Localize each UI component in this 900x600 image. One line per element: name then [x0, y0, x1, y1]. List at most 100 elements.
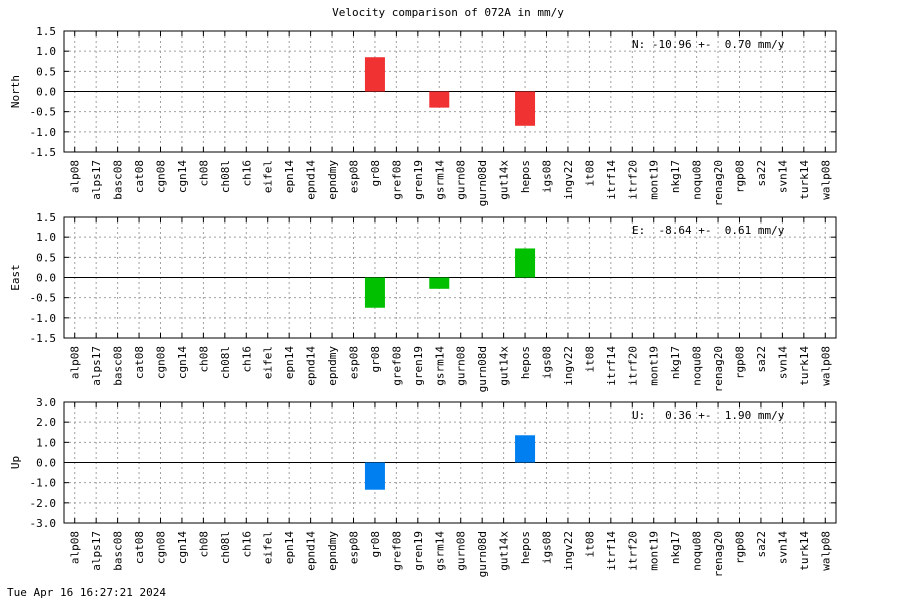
x-tick-label: gut14x — [498, 160, 511, 200]
x-tick-label: ch08l — [219, 346, 232, 379]
bar-hepos — [515, 248, 536, 278]
plot-frame — [63, 30, 837, 153]
stats-annotation: N: -10.96 +- 0.70 mm/y — [632, 38, 785, 51]
x-tick-label: cat08 — [133, 160, 146, 193]
x-tick-label: gurn08d — [476, 531, 489, 577]
x-tick-label: gut14x — [498, 346, 511, 386]
x-tick-label: epnd14 — [305, 160, 318, 200]
x-tick-label: walp08 — [819, 160, 832, 200]
panel-up: 3.0 2.0 1.0 0.0 -1.0 -2.0 -3.0 alp08 alps17 basc0… — [9, 396, 837, 577]
x-tick-label: gren19 — [412, 160, 425, 200]
x-tick-label: epnd14 — [305, 346, 318, 386]
bar-gsrm14 — [429, 277, 450, 289]
x-tick-label: sa22 — [755, 160, 768, 187]
x-tick-label: ch08l — [219, 160, 232, 193]
x-tick-label: renag20 — [712, 160, 725, 206]
bar-hepos — [515, 435, 536, 463]
x-tick-label: mont19 — [648, 160, 661, 200]
x-tick-label: ch08l — [219, 531, 232, 564]
x-tick-label: esp08 — [348, 346, 361, 379]
x-tick-label: it08 — [583, 346, 596, 373]
x-tick-label: epn14 — [283, 160, 296, 193]
x-tick-label: mont19 — [648, 346, 661, 386]
x-tick-label: noqu08 — [691, 346, 704, 386]
chart-title: Velocity comparison of 072A in mm/y — [332, 6, 564, 19]
x-tick-label: rgp08 — [734, 346, 747, 379]
x-tick-label: eifel — [262, 346, 275, 379]
x-tick-label: ch08 — [197, 160, 210, 187]
x-tick-label: rgp08 — [734, 531, 747, 564]
x-tick-label: gren19 — [412, 531, 425, 571]
x-tick-label: gurn08 — [455, 531, 468, 571]
x-tick-label: epnd14 — [305, 531, 318, 571]
x-tick-label: ingv22 — [562, 531, 575, 571]
x-tick-label: alps17 — [90, 346, 103, 386]
x-tick-label: sa22 — [755, 531, 768, 558]
x-tick-label: gsrm14 — [433, 531, 446, 571]
x-tick-label: mont19 — [648, 531, 661, 571]
x-tick-label: sa22 — [755, 346, 768, 373]
x-tick-label: epn14 — [283, 346, 296, 379]
x-tick-label: gr08 — [369, 160, 382, 187]
x-tick-label: gurn08d — [476, 346, 489, 392]
y-tick-label: 1.0 — [36, 231, 56, 244]
x-tick-label: ch08 — [197, 531, 210, 558]
x-tick-label: gurn08 — [455, 160, 468, 200]
y-tick-label: -2.0 — [30, 497, 57, 510]
x-tick-label: eifel — [262, 160, 275, 193]
x-tick-label: alp08 — [69, 531, 82, 564]
x-tick-label: gsrm14 — [433, 160, 446, 200]
x-tick-label: nkg17 — [669, 531, 682, 564]
plot-frame — [63, 216, 837, 339]
x-tick-label: itrf20 — [626, 160, 639, 200]
x-tick-label: turk14 — [798, 160, 811, 200]
bar-gr08 — [364, 57, 385, 92]
x-tick-label: epndmy — [326, 160, 339, 200]
x-tick-label: rgp08 — [734, 160, 747, 193]
y-axis-label: East — [9, 264, 22, 291]
y-tick-label: 0.0 — [36, 272, 56, 285]
y-tick-label: 1.5 — [36, 25, 56, 38]
y-tick-label: -3.0 — [30, 517, 57, 530]
x-tick-label: epn14 — [283, 531, 296, 564]
x-tick-label: gr08 — [369, 346, 382, 373]
bar-hepos — [515, 91, 536, 126]
bar-gr08 — [364, 462, 385, 490]
x-tick-label: gurn08d — [476, 160, 489, 206]
x-tick-label: gren19 — [412, 346, 425, 386]
x-tick-label: cgn14 — [176, 346, 189, 379]
bar-gr08 — [364, 277, 385, 308]
y-tick-label: -0.5 — [30, 106, 57, 119]
x-tick-label: hepos — [519, 160, 532, 193]
x-tick-label: basc08 — [112, 346, 125, 386]
x-tick-label: cgn14 — [176, 531, 189, 564]
plot-frame — [63, 401, 837, 524]
x-tick-label: it08 — [583, 160, 596, 187]
x-tick-label: itrf14 — [605, 160, 618, 200]
x-tick-label: alp08 — [69, 160, 82, 193]
x-tick-label: nkg17 — [669, 346, 682, 379]
y-axis-label: North — [9, 75, 22, 108]
x-tick-label: cgn08 — [155, 160, 168, 193]
x-tick-label: esp08 — [348, 160, 361, 193]
x-tick-label: epndmy — [326, 531, 339, 571]
x-tick-label: noqu08 — [691, 160, 704, 200]
x-tick-label: it08 — [583, 531, 596, 558]
x-tick-label: svn14 — [776, 531, 789, 564]
y-tick-label: 1.0 — [36, 45, 56, 58]
x-tick-label: gref08 — [390, 531, 403, 571]
x-tick-label: cgn08 — [155, 531, 168, 564]
y-tick-label: -1.0 — [30, 312, 57, 325]
x-tick-label: ch16 — [240, 346, 253, 373]
x-tick-label: gref08 — [390, 160, 403, 200]
x-tick-label: igs08 — [541, 531, 554, 564]
y-tick-label: -1.0 — [30, 126, 57, 139]
x-tick-label: basc08 — [112, 531, 125, 571]
x-tick-label: cgn08 — [155, 346, 168, 379]
x-tick-label: gut14x — [498, 531, 511, 571]
x-tick-label: cgn14 — [176, 160, 189, 193]
x-tick-label: noqu08 — [691, 531, 704, 571]
stats-annotation: E: -8.64 +- 0.61 mm/y — [632, 224, 785, 237]
y-tick-label: 0.0 — [36, 457, 56, 470]
